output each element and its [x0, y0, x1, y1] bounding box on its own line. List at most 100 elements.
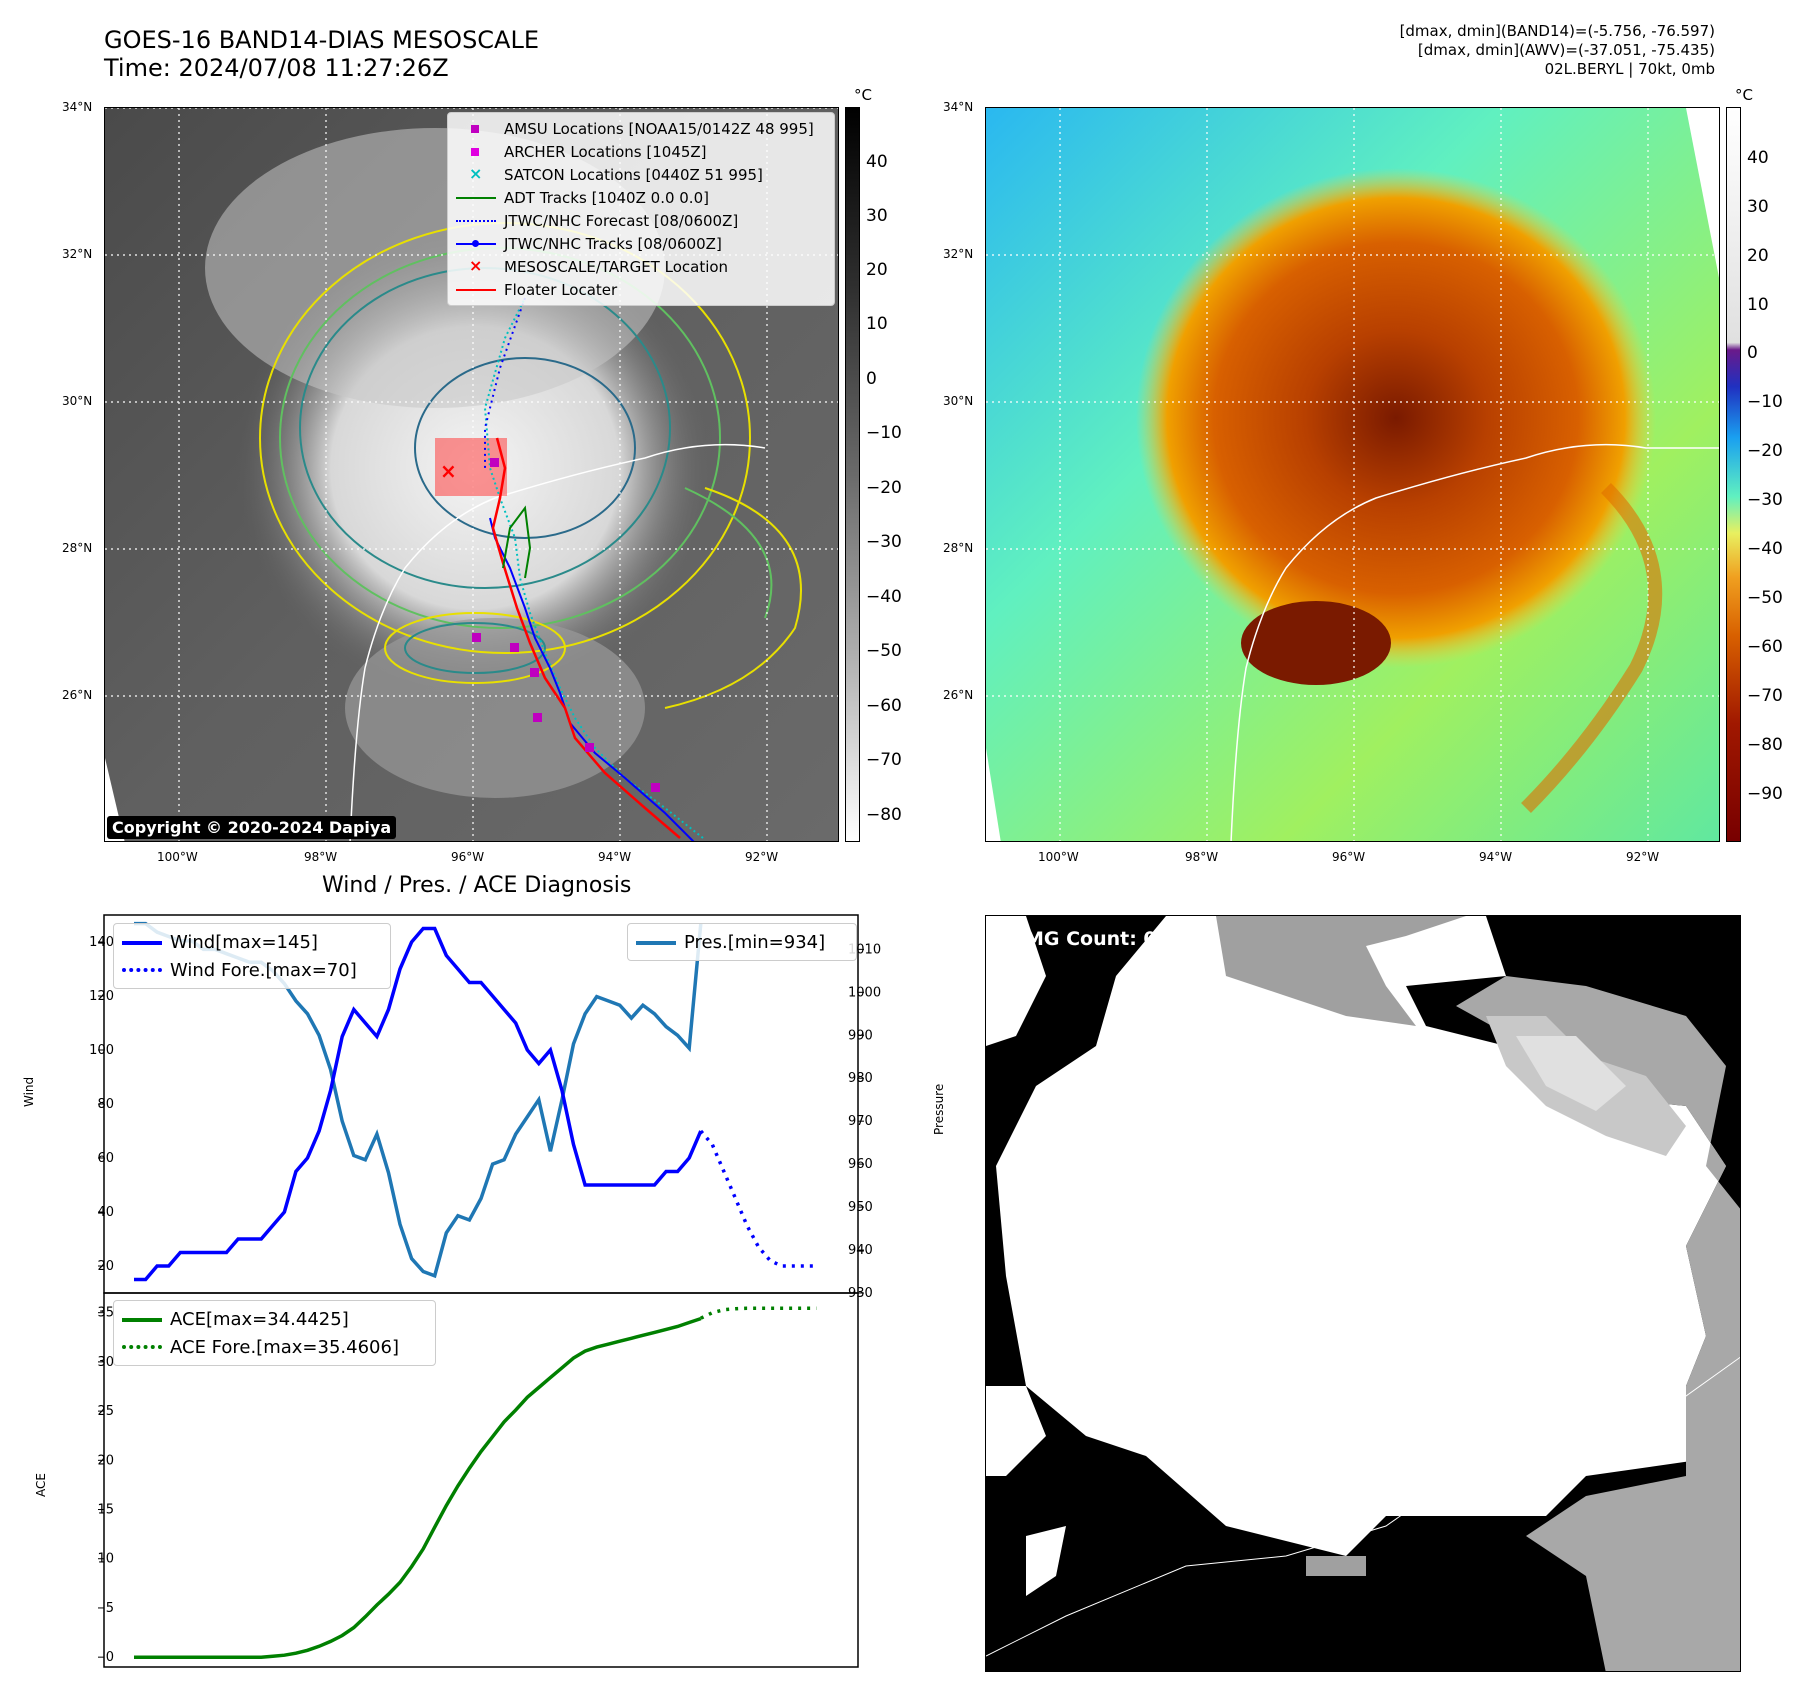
- cb1-tick: −20: [866, 478, 902, 498]
- line-icon: [456, 283, 496, 297]
- legend-ace-fore-label: ACE Fore.[max=35.4606]: [170, 1336, 399, 1358]
- legend-floater-label: Floater Locater: [504, 280, 618, 299]
- pres-tick: 930: [848, 1286, 873, 1301]
- wmg-count: WMG Count: 0: [1004, 928, 1157, 950]
- legend-amsu: AMSU Locations [NOAA15/0142Z 48 995]: [456, 117, 826, 140]
- cb2-tick: 20: [1747, 246, 1769, 266]
- legend-wind-fore-label: Wind Fore.[max=70]: [170, 959, 357, 981]
- colorbar-unit: °C: [854, 86, 872, 104]
- ace-forecast-series-line: [700, 1306, 817, 1320]
- cb1-tick: 40: [866, 152, 888, 172]
- cb2-tick: −40: [1747, 539, 1783, 559]
- amsu-markers: [472, 458, 660, 792]
- color-map: [986, 108, 1719, 841]
- ir-map-panel: × AMSU Locations [NOAA15/0142Z 48 995] A…: [104, 107, 839, 842]
- cb2-tick: −70: [1747, 686, 1783, 706]
- legend-floater: Floater Locater: [456, 278, 826, 301]
- legend-pres-label: Pres.[min=934]: [684, 931, 826, 953]
- cb1-tick: −70: [866, 750, 902, 770]
- wind-forecast-series-line: [699, 1129, 817, 1268]
- square-marker-icon: [456, 145, 496, 159]
- wind-tick: 140: [89, 935, 114, 950]
- wind-tick: 40: [97, 1205, 114, 1220]
- svg-text:×: ×: [440, 459, 457, 483]
- cb2-tick: −90: [1747, 784, 1783, 804]
- lon-tick: 98°W: [304, 850, 338, 864]
- copyright-badge: Copyright © 2020-2024 Dapiya: [107, 816, 397, 839]
- cb1-tick: 0: [866, 369, 877, 389]
- legend-wind-label: Wind[max=145]: [170, 931, 318, 953]
- lon-tick: 92°W: [1626, 850, 1660, 864]
- wind-series-line: [134, 926, 703, 1282]
- lon-tick: 100°W: [1038, 850, 1079, 864]
- lat-tick: 30°N: [943, 394, 974, 408]
- x-marker-icon: ×: [469, 163, 483, 183]
- cb1-tick: 10: [866, 314, 888, 334]
- map-legend: AMSU Locations [NOAA15/0142Z 48 995] ARC…: [447, 112, 835, 306]
- dotted-line-icon: [122, 963, 162, 977]
- cb2-tick: −60: [1747, 637, 1783, 657]
- dotted-line-icon: [122, 1340, 162, 1354]
- pres-tick: 980: [848, 1071, 873, 1086]
- pres-tick: 990: [848, 1028, 873, 1043]
- line-dot-icon: [456, 237, 496, 251]
- legend-forecast-label: JTWC/NHC Forecast [08/0600Z]: [504, 211, 739, 230]
- wind-tick: 120: [89, 989, 114, 1004]
- wmg-image: [986, 916, 1740, 1671]
- cb1-tick: 30: [866, 206, 888, 226]
- legend-archer: ARCHER Locations [1045Z]: [456, 140, 826, 163]
- cb1-tick: −80: [866, 805, 902, 825]
- wind-tick: 60: [97, 1151, 114, 1166]
- lat-tick: 26°N: [62, 688, 93, 702]
- ace-series-line: [134, 1316, 702, 1659]
- cb2-tick: 0: [1747, 343, 1758, 363]
- awv-range: [dmax, dmin](AWV)=(-37.051, -75.435): [1417, 41, 1715, 59]
- line-icon: [122, 1312, 162, 1326]
- lat-tick: 34°N: [62, 100, 93, 114]
- legend-forecast: JTWC/NHC Forecast [08/0600Z]: [456, 209, 826, 232]
- color-map-panel: [985, 107, 1720, 842]
- legend-adt: ADT Tracks [1040Z 0.0 0.0]: [456, 186, 826, 209]
- legend-wind-fore: Wind Fore.[max=70]: [122, 956, 382, 984]
- colorbar-gray: [845, 107, 860, 842]
- header-stats: [dmax, dmin](BAND14)=(-5.756, -76.597) […: [1400, 22, 1715, 79]
- lat-tick: 32°N: [62, 247, 93, 261]
- pres-tick: 950: [848, 1200, 873, 1215]
- ace-tick: 30: [97, 1355, 114, 1370]
- cb1-tick: −30: [866, 532, 902, 552]
- legend-target: × MESOSCALE/TARGET Location: [456, 255, 826, 278]
- lon-tick: 94°W: [598, 850, 632, 864]
- cb2-tick: 40: [1747, 148, 1769, 168]
- wind-axis-label: Wind: [22, 1076, 36, 1107]
- line-icon: [636, 935, 676, 949]
- ace-axis-label: ACE: [34, 1473, 48, 1497]
- ace-tick: 5: [106, 1601, 114, 1616]
- storm-info: 02L.BERYL | 70kt, 0mb: [1544, 60, 1715, 78]
- cb1-tick: −10: [866, 423, 902, 443]
- cb1-tick: −40: [866, 587, 902, 607]
- pres-tick: 940: [848, 1243, 873, 1258]
- square-marker-icon: [456, 122, 496, 136]
- lon-tick: 96°W: [1332, 850, 1366, 864]
- wind-tick: 100: [89, 1043, 114, 1058]
- legend-target-label: MESOSCALE/TARGET Location: [504, 257, 729, 276]
- lon-tick: 92°W: [745, 850, 779, 864]
- cb2-tick: −30: [1747, 490, 1783, 510]
- cb2-tick: −10: [1747, 392, 1783, 412]
- title-line-2: Time: 2024/07/08 11:27:26Z: [104, 54, 449, 82]
- lat-tick: 30°N: [62, 394, 93, 408]
- lon-tick: 94°W: [1479, 850, 1513, 864]
- diag-chart: 1401201008060402010101000990980970960950…: [89, 914, 881, 1668]
- cb1-tick: −60: [866, 696, 902, 716]
- cb1-tick: −50: [866, 641, 902, 661]
- cb1-tick: 20: [866, 260, 888, 280]
- legend-ace-fore: ACE Fore.[max=35.4606]: [122, 1333, 427, 1361]
- pres-axis-label: Pressure: [932, 1083, 946, 1135]
- lon-tick: 98°W: [1185, 850, 1219, 864]
- ace-plot-frame: [103, 1292, 859, 1668]
- ace-tick: 10: [97, 1552, 114, 1567]
- pres-legend: Pres.[min=934]: [627, 923, 857, 961]
- legend-satcon: × SATCON Locations [0440Z 51 995]: [456, 163, 826, 186]
- cb2-tick: −50: [1747, 588, 1783, 608]
- lat-tick: 26°N: [943, 688, 974, 702]
